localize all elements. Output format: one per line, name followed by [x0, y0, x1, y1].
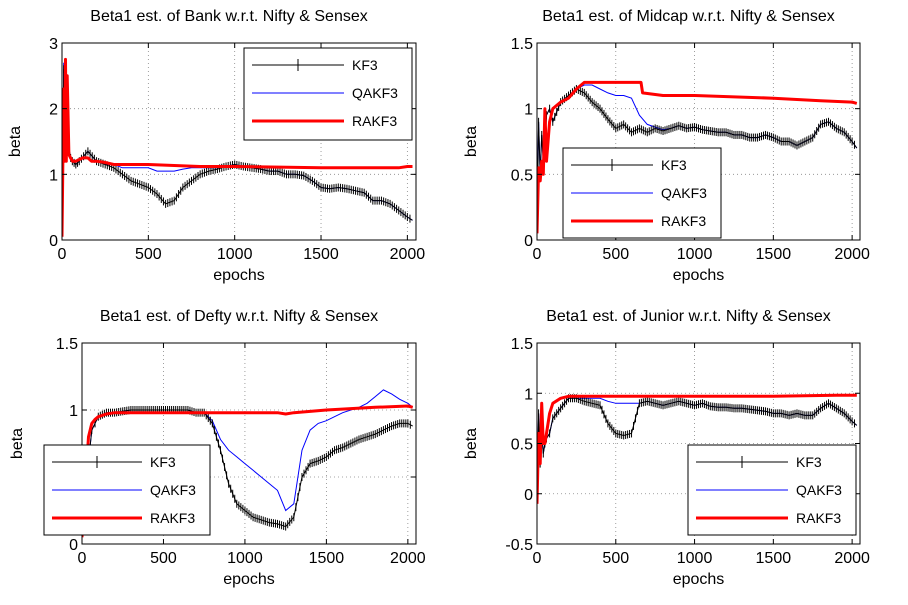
series-rakf3-line: [82, 404, 414, 538]
chart-title: Beta1 est. of Defty w.r.t. Nifty & Sense…: [100, 308, 378, 325]
x-tick-label: 1500: [756, 550, 792, 567]
axes-box: [81, 342, 417, 545]
y-tick-label: 1: [524, 102, 533, 119]
y-tick-label: 1: [524, 386, 533, 403]
x-axis-label: epochs: [673, 571, 725, 588]
legend-label: QAKF3: [150, 482, 196, 498]
x-tick-label: 2000: [834, 550, 870, 567]
x-tick-label: 0: [78, 550, 87, 567]
series-rakf3-line: [62, 57, 413, 237]
y-tick-label: 0: [49, 233, 58, 250]
legend-box: [243, 47, 413, 141]
x-tick-label: 1500: [309, 550, 345, 567]
y-tick-label: -0.5: [505, 537, 533, 554]
legend-label: QAKF3: [796, 482, 842, 498]
x-tick-label: 500: [602, 246, 629, 263]
x-axis-label: epochs: [213, 267, 265, 284]
y-axis-label: beta: [463, 428, 480, 459]
x-tick-label: 1000: [677, 246, 713, 263]
y-tick-label: 1: [69, 403, 78, 420]
y-tick-label: 1.5: [511, 336, 533, 353]
x-tick-label: 1500: [756, 246, 792, 263]
legend-label: RAKF3: [150, 510, 195, 526]
y-axis-label: beta: [9, 428, 26, 459]
x-tick-label: 2000: [834, 246, 870, 263]
x-tick-label: 0: [533, 550, 542, 567]
y-tick-label: 1: [49, 167, 58, 184]
y-tick-label: 0.5: [511, 167, 533, 184]
legend: KF3 QAKF3 RAKF3: [562, 147, 722, 239]
legend-label: KF3: [150, 454, 176, 470]
legend-label: KF3: [352, 57, 378, 73]
x-tick-label: 500: [602, 550, 629, 567]
x-tick-label: 500: [150, 550, 177, 567]
legend-label: QAKF3: [352, 85, 398, 101]
y-tick-label: 1.5: [56, 336, 78, 353]
legend-label: QAKF3: [661, 185, 707, 201]
legend: KF3 QAKF3 RAKF3: [43, 444, 211, 536]
y-tick-label: 1.5: [511, 36, 533, 53]
x-tick-label: 2000: [390, 246, 426, 263]
legend-label: RAKF3: [661, 213, 706, 229]
legend: KF3 QAKF3 RAKF3: [243, 47, 413, 141]
series-rakf3-line: [537, 80, 858, 234]
x-tick-label: 2000: [390, 550, 426, 567]
x-tick-label: 1000: [677, 550, 713, 567]
chart-0: 0 500 1000 1500 2000 0 1 2 3 Beta1 est. of Bank w…: [7, 8, 425, 284]
x-tick-label: 1500: [303, 246, 339, 263]
chart-title: Beta1 est. of Bank w.r.t. Nifty & Sensex: [90, 8, 367, 25]
y-tick-label: 0: [524, 487, 533, 504]
y-axis-label: beta: [7, 126, 24, 157]
legend-label: RAKF3: [796, 510, 841, 526]
y-tick-label: 0.5: [511, 437, 533, 454]
axes-box: [536, 42, 861, 241]
chart-title: Beta1 est. of Junior w.r.t. Nifty & Sens…: [546, 308, 831, 325]
y-tick-label: 3: [49, 36, 58, 53]
legend-label: KF3: [796, 454, 822, 470]
x-tick-label: 500: [135, 246, 162, 263]
axes-box: [61, 42, 417, 241]
y-axis-label: beta: [463, 126, 480, 157]
legend-label: RAKF3: [352, 113, 397, 129]
x-axis-label: epochs: [673, 267, 725, 284]
chart-title: Beta1 est. of Midcap w.r.t. Nifty & Sens…: [542, 8, 835, 25]
chart-1: 0 500 1000 1500 2000 0 0.5 1 1.5 Beta1 est. of Mi…: [463, 8, 870, 284]
x-tick-label: 0: [58, 246, 67, 263]
legend-label: KF3: [661, 157, 687, 173]
y-tick-label: 0: [69, 537, 78, 554]
x-axis-label: epochs: [223, 571, 275, 588]
x-tick-label: 1000: [227, 550, 263, 567]
y-tick-label: 0: [524, 233, 533, 250]
x-tick-label: 1000: [217, 246, 253, 263]
x-tick-label: 0: [533, 246, 542, 263]
y-tick-label: 2: [49, 102, 58, 119]
legend: KF3 QAKF3 RAKF3: [687, 444, 857, 536]
series-rakf3-line: [537, 393, 857, 504]
